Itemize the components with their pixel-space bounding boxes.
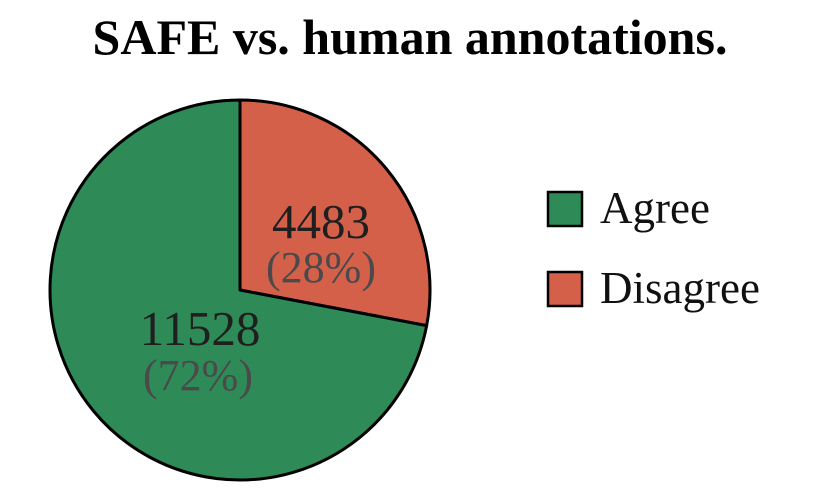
slice-value-label-agree: 11528 xyxy=(140,301,261,356)
legend: Agree Disagree xyxy=(546,183,760,313)
chart-title: SAFE vs. human annotations. xyxy=(93,9,728,65)
pie-slice-agree xyxy=(48,98,429,482)
legend-swatch-agree xyxy=(546,190,584,228)
slice-labels: 11528(72%) 4483(28%) xyxy=(140,194,376,400)
legend-swatch-disagree xyxy=(546,270,584,308)
legend-label-agree: Agree xyxy=(600,183,710,233)
pie-slice-disagree xyxy=(238,98,432,328)
slice-value-label-disagree: 4483 xyxy=(272,194,370,249)
pie-group xyxy=(48,98,432,482)
legend-label-disagree: Disagree xyxy=(600,263,760,313)
slice-percent-label-agree: (72%) xyxy=(143,351,253,400)
slice-percent-label-disagree: (28%) xyxy=(266,243,376,292)
